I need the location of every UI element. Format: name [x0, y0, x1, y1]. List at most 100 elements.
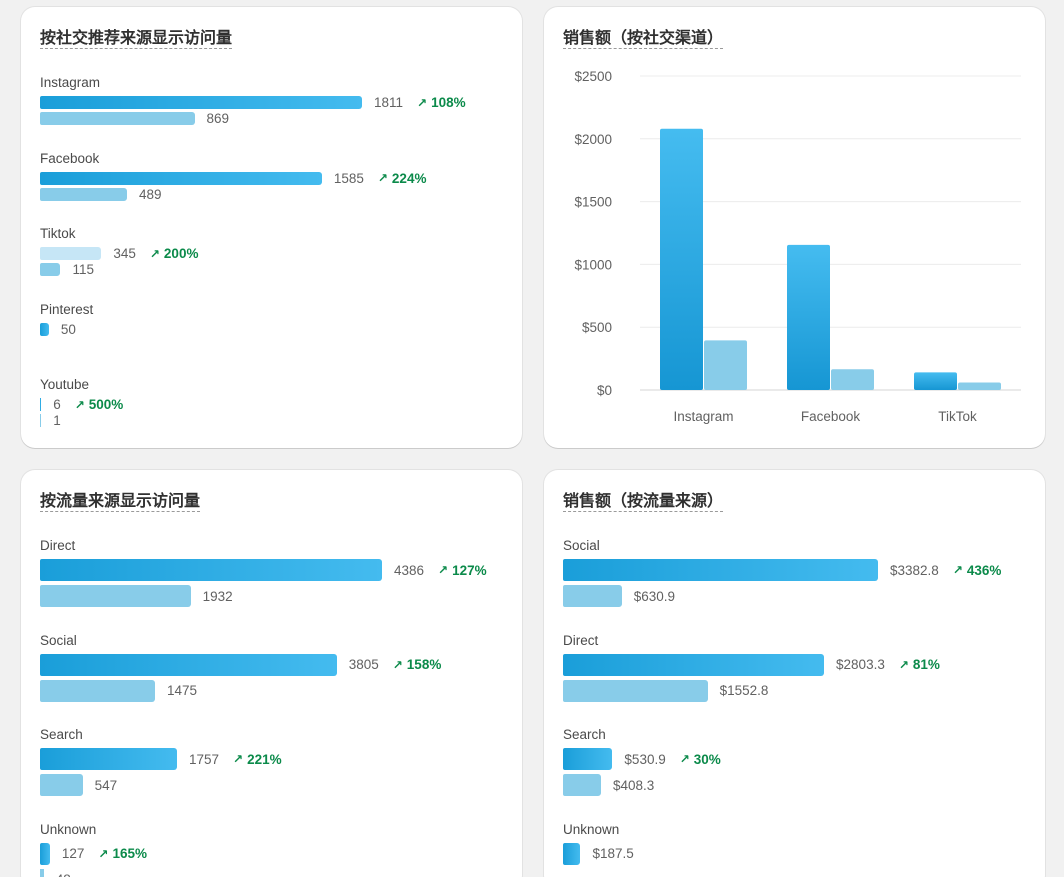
current-value-bar[interactable] [40, 559, 382, 581]
y-tick-label: $2000 [574, 132, 612, 147]
growth-badge: ↗ 30% [680, 752, 721, 767]
current-value-label: 3805 [348, 657, 379, 672]
growth-badge: ↗ 108% [417, 95, 466, 110]
card-title[interactable]: 销售额（按社交渠道） [563, 28, 724, 49]
traffic-source-visits-card: 按流量来源显示访问量 Direct 4386 ↗ 127% 1932 Social 3805… [21, 470, 522, 877]
bar-facebook-current[interactable] [787, 244, 830, 390]
x-tick-label: Facebook [801, 409, 861, 424]
bar-row-previous: 489 [40, 186, 162, 202]
current-value-label: $187.5 [592, 846, 634, 861]
bar-group-facebook: Facebook 1585 ↗ 224% 489 [40, 151, 510, 227]
growth-percent: 30% [693, 751, 721, 767]
bar-group-social: Social $3382.8 ↗ 436% $630.9 [563, 538, 1033, 633]
previous-value-bar[interactable] [40, 112, 195, 125]
bar-row-current: 345 ↗ 200% [40, 246, 199, 261]
arrow-up-right-icon: ↗ [679, 752, 690, 766]
current-value-label: 1757 [189, 751, 220, 767]
previous-value-label: 489 [138, 186, 162, 202]
bar-row-previous: 1475 [40, 679, 197, 702]
sales-by-traffic-source-card: 销售额（按流量来源） Social $3382.8 ↗ 436% $630.9 Direc… [544, 470, 1045, 877]
growth-percent: 81% [912, 657, 940, 672]
current-value-label: $3382.8 [890, 562, 939, 578]
arrow-up-right-icon: ↗ [392, 657, 403, 672]
arrow-up-right-icon: ↗ [377, 171, 388, 185]
bar-row-current: 1585 ↗ 224% [40, 171, 427, 186]
bar-group-label: Search [563, 727, 606, 742]
growth-badge: ↗ 436% [953, 563, 1002, 578]
current-value-bar[interactable] [563, 653, 825, 676]
current-value-bar[interactable] [40, 748, 177, 770]
bar-row-previous: $630.9 [563, 585, 675, 607]
bar-instagram-current[interactable] [660, 128, 703, 390]
bar-group-label: Search [40, 727, 83, 742]
bar-row-current: 127 ↗ 165% [40, 842, 147, 865]
bar-facebook-previous[interactable] [831, 369, 874, 390]
previous-value-label: 547 [94, 777, 118, 793]
growth-badge: ↗ 158% [393, 657, 442, 672]
current-value-bar[interactable] [563, 559, 878, 581]
bar-group-label: Direct [563, 632, 599, 648]
bar-group-unknown: Unknown $187.5 [563, 822, 1033, 877]
previous-value-bar[interactable] [563, 679, 708, 702]
growth-badge: ↗ 500% [75, 397, 124, 412]
arrow-up-right-icon: ↗ [952, 563, 963, 577]
current-value-bar[interactable] [563, 748, 613, 770]
bar-row-current: $2803.3 ↗ 81% [563, 653, 940, 676]
bar-group-direct: Direct 4386 ↗ 127% 1932 [40, 538, 510, 633]
bar-group-label: Unknown [40, 821, 97, 837]
x-tick-label: TikTok [938, 409, 977, 424]
growth-percent: 221% [247, 751, 282, 767]
previous-value-bar[interactable] [40, 679, 155, 702]
growth-percent: 127% [452, 562, 487, 578]
social-referral-visits-card: 按社交推荐来源显示访问量 Instagram 1811 ↗ 108% 869 Facebo… [21, 7, 522, 448]
growth-badge: ↗ 81% [899, 657, 940, 672]
previous-value-bar[interactable] [40, 263, 61, 276]
bar-row-previous: 869 [40, 111, 229, 126]
current-value-bar[interactable] [40, 171, 322, 185]
arrow-up-right-icon: ↗ [417, 95, 428, 110]
previous-value-bar[interactable] [40, 187, 127, 201]
current-value-bar[interactable] [40, 398, 42, 411]
current-value-bar[interactable] [40, 842, 50, 865]
previous-value-bar[interactable] [40, 585, 191, 607]
growth-percent: 108% [431, 95, 466, 110]
current-value-label: 4386 [394, 562, 425, 578]
bar-row-current: 6 ↗ 500% [40, 397, 124, 412]
bar-group-label: Direct [40, 538, 76, 553]
card-title[interactable]: 销售额（按流量来源） [563, 491, 724, 512]
previous-value-bar[interactable] [563, 585, 622, 607]
current-value-bar[interactable] [563, 842, 581, 865]
bar-row-current: $3382.8 ↗ 436% [563, 559, 1001, 581]
card-title[interactable]: 按社交推荐来源显示访问量 [40, 28, 233, 49]
bar-tiktok-previous[interactable] [958, 382, 1001, 390]
current-value-bar[interactable] [40, 322, 49, 336]
bar-group-label: Social [563, 538, 600, 553]
bar-group-label: Pinterest [40, 301, 94, 317]
y-tick-label: $500 [582, 320, 612, 335]
arrow-up-right-icon: ↗ [898, 657, 909, 672]
card-title[interactable]: 按流量来源显示访问量 [40, 491, 201, 512]
current-value-label: $530.9 [624, 751, 666, 767]
bar-instagram-previous[interactable] [704, 340, 747, 390]
growth-badge: ↗ 200% [150, 246, 199, 261]
previous-value-bar[interactable] [40, 868, 44, 877]
bar-tiktok-current[interactable] [914, 372, 957, 390]
current-value-bar[interactable] [40, 247, 102, 260]
previous-value-bar[interactable] [563, 774, 602, 796]
previous-value-label: 1 [53, 413, 61, 428]
y-tick-label: $0 [597, 383, 612, 398]
arrow-up-right-icon: ↗ [233, 752, 244, 766]
growth-badge: ↗ 221% [233, 752, 282, 767]
growth-badge: ↗ 224% [378, 171, 427, 186]
previous-value-label: 1932 [202, 588, 233, 604]
bar-row-current: 4386 ↗ 127% [40, 559, 487, 581]
current-value-bar[interactable] [40, 96, 362, 109]
bar-row-previous: 1 [40, 413, 61, 428]
current-value-bar[interactable] [40, 653, 337, 676]
y-tick-label: $2500 [574, 69, 612, 84]
previous-value-label: $1552.8 [719, 683, 769, 698]
bar-group-pinterest: Pinterest 50 [40, 302, 510, 378]
bar-row-current: 50 [40, 322, 76, 337]
previous-value-bar[interactable] [40, 414, 42, 427]
previous-value-bar[interactable] [40, 774, 83, 796]
